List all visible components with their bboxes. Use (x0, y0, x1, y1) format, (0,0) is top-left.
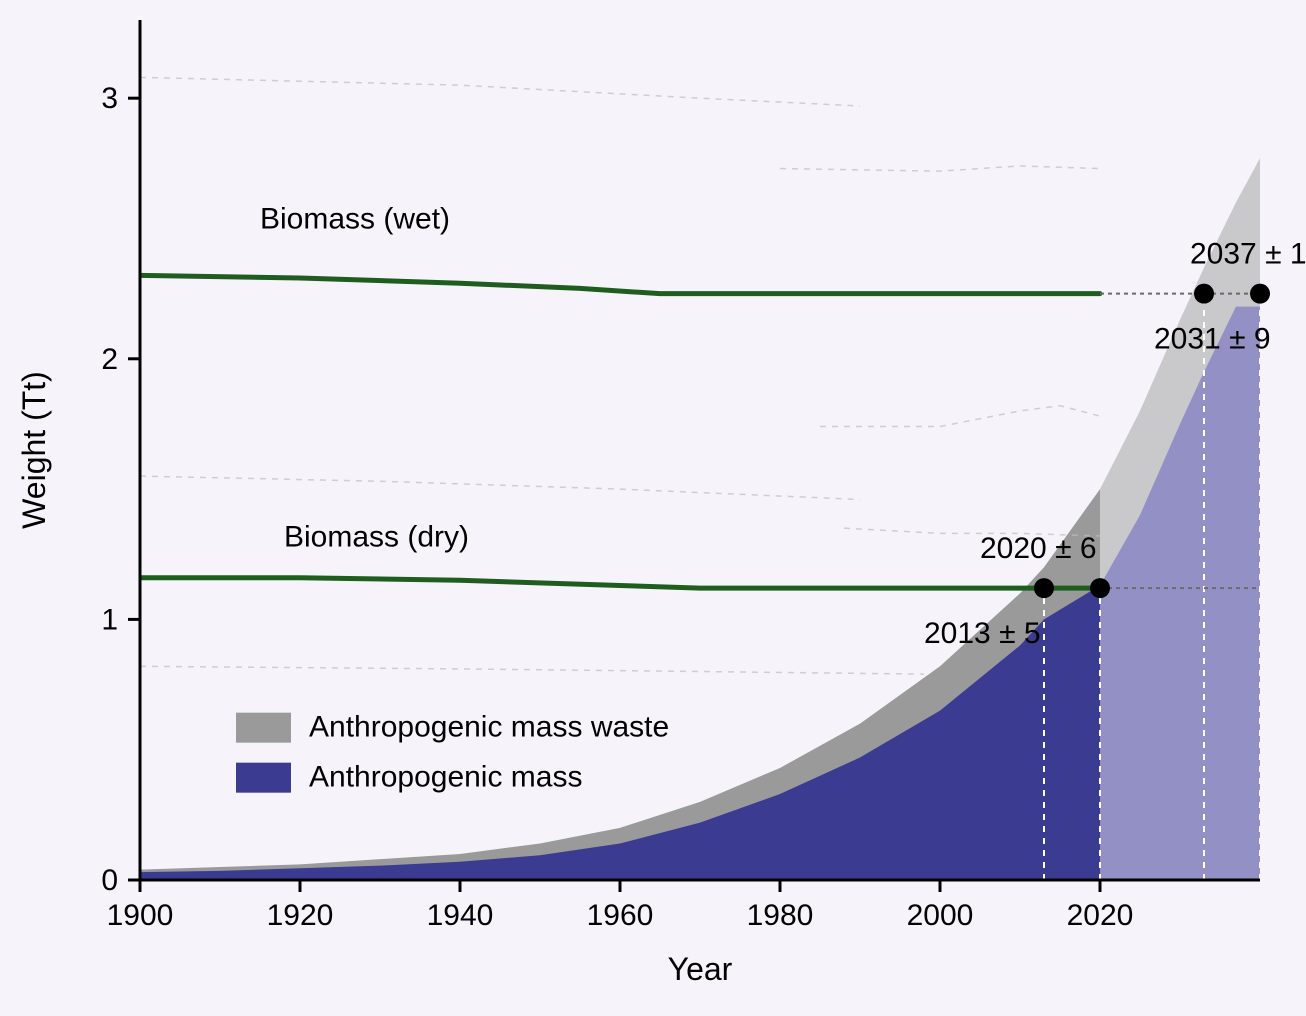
legend-label: Anthropogenic mass waste (309, 711, 669, 744)
x-tick-label: 1900 (107, 899, 174, 932)
marker-label-2020: 2020 ± 6 (980, 532, 1097, 565)
marker-2033 (1194, 284, 1214, 304)
x-axis-label: Year (668, 951, 733, 987)
marker-2013 (1034, 578, 1054, 598)
marker-label-2033: 2031 ± 9 (1154, 323, 1271, 356)
x-tick-label: 2020 (1067, 899, 1134, 932)
y-tick-label: 0 (101, 864, 118, 897)
y-tick-label: 3 (101, 82, 118, 115)
x-tick-label: 1940 (427, 899, 494, 932)
chart-svg: Biomass (wet) Biomass (dry) 2013 ± 5 2020 ±… (0, 0, 1306, 1016)
x-tick-label: 1960 (587, 899, 654, 932)
x-tick-label: 1980 (747, 899, 814, 932)
x-tick-label: 2000 (907, 899, 974, 932)
x-tick-label: 1920 (267, 899, 334, 932)
y-tick-label: 1 (101, 603, 118, 636)
y-axis-label: Weight (Tt) (16, 371, 52, 529)
y-tick-label: 2 (101, 343, 118, 376)
label-biomass_dry: Biomass (dry) (284, 520, 469, 553)
marker-2040 (1250, 284, 1270, 304)
label-biomass_wet: Biomass (wet) (260, 202, 450, 235)
legend-label: Anthropogenic mass (309, 761, 583, 794)
marker-label-2040: 2037 ± 10 (1190, 238, 1306, 271)
legend-swatch (236, 713, 291, 743)
marker-2020 (1090, 578, 1110, 598)
chart-container: Biomass (wet) Biomass (dry) 2013 ± 5 2020 ±… (0, 0, 1306, 1016)
legend-swatch (236, 763, 291, 793)
marker-label-2013: 2013 ± 5 (924, 617, 1041, 650)
